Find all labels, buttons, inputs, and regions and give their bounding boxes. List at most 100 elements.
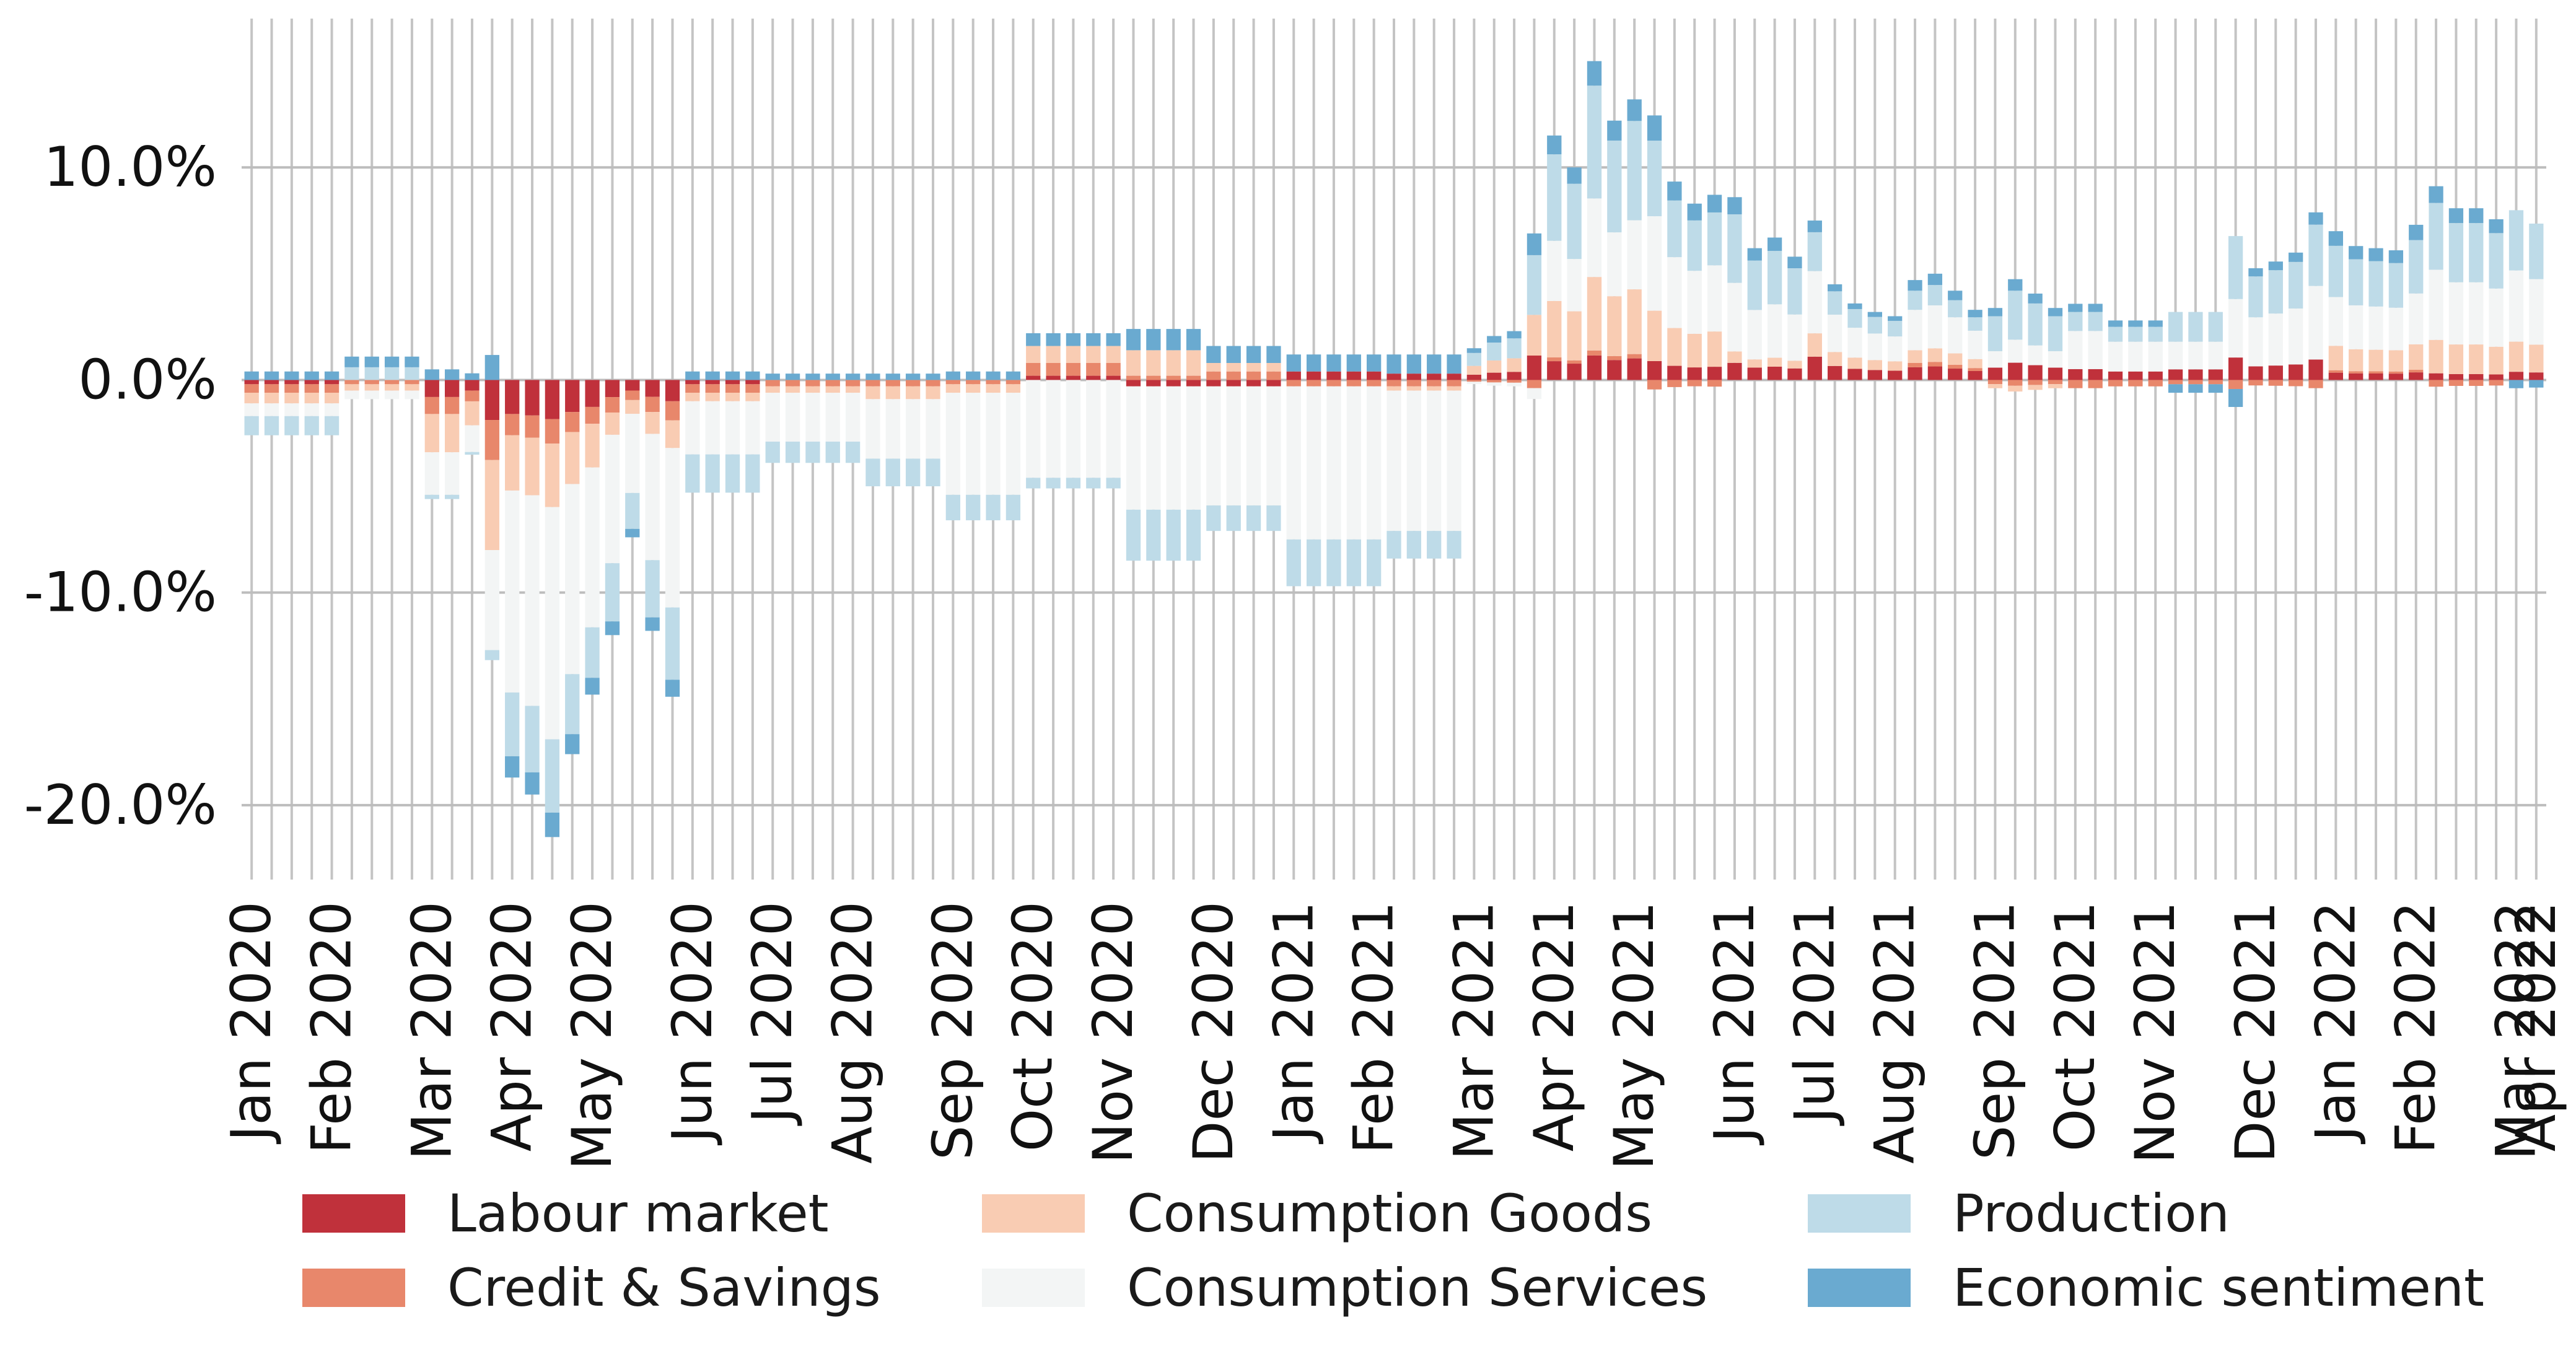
bar-labour-market	[304, 380, 319, 385]
bar-credit-savings	[445, 396, 460, 414]
legend-swatch-production	[1808, 1194, 1911, 1233]
bar-consumption-services	[685, 401, 700, 455]
bar-consumption-goods	[1126, 350, 1141, 376]
bar-economic-sentiment	[344, 356, 359, 367]
bar-economic-sentiment	[1005, 371, 1021, 380]
bar-production	[605, 563, 620, 622]
bar-labour-market	[2409, 372, 2424, 380]
bar-credit-savings	[1146, 375, 1161, 380]
bar-labour-market	[1727, 362, 1742, 380]
bar-consumption-goods	[1867, 360, 1882, 370]
bar-labour-market	[565, 380, 580, 413]
bar-credit-savings	[986, 380, 1001, 385]
bar-consumption-goods	[1166, 350, 1181, 376]
legend-item-consumption-goods: Consumption Goods	[982, 1183, 1652, 1244]
bar-economic-sentiment	[1427, 354, 1442, 374]
bar-consumption-services	[424, 452, 439, 495]
bar-production	[244, 416, 259, 435]
bar-consumption-goods	[1086, 346, 1101, 363]
y-tick-label: -10.0%	[24, 561, 217, 624]
bar-consumption-goods	[1687, 333, 1702, 368]
bar-economic-sentiment	[264, 371, 279, 380]
bar-production	[1747, 260, 1762, 310]
bar-consumption-services	[725, 401, 740, 455]
bar-production	[1707, 212, 1722, 266]
bar-economic-sentiment	[2048, 308, 2063, 317]
bar-economic-sentiment	[2168, 384, 2183, 393]
bar-credit-savings	[1908, 363, 1922, 367]
bar-consumption-services	[304, 403, 319, 416]
bar-consumption-goods	[1226, 363, 1241, 372]
bar-consumption-services	[2469, 282, 2484, 345]
bar-consumption-services	[1487, 382, 1502, 386]
bar-labour-market	[1346, 371, 1361, 380]
bar-production	[284, 416, 299, 435]
bar-economic-sentiment	[1367, 354, 1382, 372]
bar-labour-market	[2048, 367, 2063, 380]
bar-consumption-services	[605, 434, 620, 564]
bar-economic-sentiment	[2349, 246, 2364, 260]
bar-consumption-goods	[465, 401, 480, 426]
bar-economic-sentiment	[2289, 252, 2303, 262]
y-axis-tick-labels: -20.0% -10.0% 0.0% 10.0%	[24, 135, 217, 837]
bar-consumption-services	[625, 414, 640, 493]
bar-production	[2068, 312, 2083, 331]
bar-production	[344, 367, 359, 380]
bar-consumption-services	[1266, 386, 1281, 505]
legend: Labour market Credit & Savings Consumpti…	[302, 1171, 2533, 1332]
bar-economic-sentiment	[1747, 248, 1762, 261]
bar-consumption-services	[445, 452, 460, 495]
bar-labour-market	[1987, 367, 2003, 380]
bar-consumption-services	[1086, 380, 1101, 478]
bar-labour-market	[484, 380, 499, 421]
bar-economic-sentiment	[2188, 384, 2203, 393]
bar-credit-savings	[906, 380, 921, 387]
bar-production	[1828, 291, 1842, 315]
bar-credit-savings	[1948, 364, 1963, 369]
bar-labour-market	[1046, 375, 1061, 380]
bar-consumption-goods	[284, 393, 299, 404]
x-tick-label: Mar 2022	[2484, 901, 2548, 1160]
bar-labour-market	[2148, 371, 2163, 380]
bar-production	[1888, 321, 1903, 337]
bar-production	[1487, 342, 1502, 361]
bar-economic-sentiment	[845, 374, 861, 380]
y-tick-label: -20.0%	[24, 773, 217, 837]
bar-consumption-services	[926, 399, 940, 459]
bar-production	[324, 416, 340, 435]
bar-production	[665, 607, 680, 680]
bar-labour-market	[1406, 374, 1421, 380]
bar-economic-sentiment	[1326, 354, 1341, 372]
bar-consumption-services	[1727, 282, 1742, 352]
bar-labour-market	[1908, 367, 1922, 380]
x-tick-label: Jan 2020	[219, 901, 283, 1145]
bar-consumption-goods	[565, 432, 580, 484]
bar-labour-market	[1547, 361, 1562, 380]
bar-labour-market	[1186, 380, 1201, 387]
bar-credit-savings	[545, 419, 560, 444]
bar-consumption-goods	[825, 386, 840, 393]
x-tick-label: Jul 2021	[1782, 901, 1846, 1126]
bar-consumption-goods	[1787, 361, 1802, 369]
bar-labour-market	[2208, 369, 2223, 380]
bar-credit-savings	[585, 406, 600, 424]
bar-credit-savings	[2028, 380, 2043, 385]
bar-consumption-goods	[264, 393, 279, 404]
bar-consumption-services	[585, 467, 600, 627]
bar-consumption-services	[1046, 380, 1061, 478]
bar-economic-sentiment	[1206, 346, 1221, 363]
bar-consumption-goods	[926, 386, 940, 400]
bar-labour-market	[1206, 380, 1221, 387]
bar-consumption-services	[1667, 257, 1682, 328]
bar-production	[1387, 531, 1401, 559]
bar-credit-savings	[1286, 380, 1301, 387]
bar-economic-sentiment	[1306, 354, 1321, 372]
bar-labour-market	[2349, 373, 2364, 380]
bar-consumption-goods	[1266, 363, 1281, 372]
bar-credit-savings	[2349, 371, 2364, 374]
bar-credit-savings	[1547, 357, 1562, 362]
bar-economic-sentiment	[1927, 273, 1943, 286]
bar-economic-sentiment	[1466, 348, 1482, 353]
bar-economic-sentiment	[545, 812, 560, 837]
bar-labour-market	[1126, 380, 1141, 387]
